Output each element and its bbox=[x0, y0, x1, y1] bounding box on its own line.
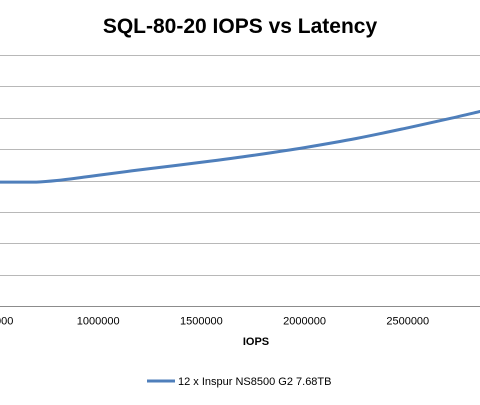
x-tick-label: 1500000 bbox=[180, 316, 223, 328]
gridlines bbox=[0, 55, 480, 276]
chart-title: SQL-80-20 IOPS vs Latency bbox=[103, 15, 378, 38]
x-tick-labels: 1000000 1500000 2000000 2500000 500000 bbox=[0, 316, 429, 328]
legend-label: 12 x Inspur NS8500 G2 7.68TB bbox=[178, 376, 331, 388]
x-axis-label: IOPS bbox=[243, 336, 269, 348]
series-layer bbox=[0, 110, 480, 184]
x-tick-label: 1000000 bbox=[77, 316, 120, 328]
series-line bbox=[0, 110, 480, 184]
x-tick-label: 2500000 bbox=[386, 316, 429, 328]
legend: 12 x Inspur NS8500 G2 7.68TB bbox=[147, 376, 331, 388]
x-tick-label-partial: 500000 bbox=[0, 316, 13, 328]
x-tick-label: 2000000 bbox=[283, 316, 326, 328]
